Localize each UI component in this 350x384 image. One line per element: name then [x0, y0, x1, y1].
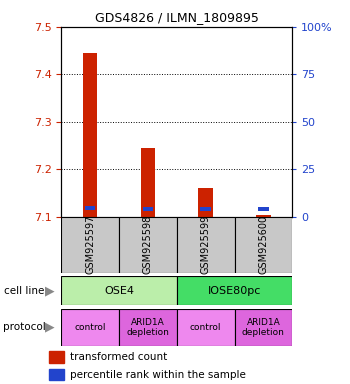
Text: ▶: ▶: [45, 321, 54, 334]
Text: ARID1A
depletion: ARID1A depletion: [242, 318, 285, 337]
Text: percentile rank within the sample: percentile rank within the sample: [70, 369, 246, 379]
Text: cell line: cell line: [4, 286, 44, 296]
Bar: [61, 217, 119, 273]
Text: OSE4: OSE4: [104, 286, 134, 296]
Bar: [198, 189, 213, 217]
Bar: [61, 309, 119, 346]
Text: transformed count: transformed count: [70, 352, 168, 362]
Text: GSM925597: GSM925597: [85, 215, 95, 275]
Bar: [49, 369, 64, 380]
Bar: [177, 217, 234, 273]
Bar: [177, 276, 292, 305]
Text: control: control: [190, 323, 221, 332]
Text: ▶: ▶: [45, 285, 54, 297]
Bar: [258, 207, 268, 211]
Text: ARID1A
depletion: ARID1A depletion: [126, 318, 169, 337]
Bar: [177, 309, 234, 346]
Bar: [119, 217, 177, 273]
Bar: [83, 53, 97, 217]
Bar: [256, 215, 271, 217]
Bar: [143, 207, 153, 211]
Title: GDS4826 / ILMN_1809895: GDS4826 / ILMN_1809895: [95, 11, 259, 24]
Text: protocol: protocol: [4, 322, 46, 333]
Bar: [49, 351, 64, 363]
Bar: [61, 276, 177, 305]
Bar: [201, 207, 211, 211]
Text: GSM925598: GSM925598: [143, 215, 153, 275]
Bar: [141, 148, 155, 217]
Text: GSM925600: GSM925600: [258, 215, 268, 274]
Bar: [119, 309, 177, 346]
Bar: [85, 206, 95, 210]
Text: IOSE80pc: IOSE80pc: [208, 286, 261, 296]
Text: control: control: [74, 323, 106, 332]
Bar: [234, 309, 292, 346]
Text: GSM925599: GSM925599: [201, 215, 211, 275]
Bar: [234, 217, 292, 273]
